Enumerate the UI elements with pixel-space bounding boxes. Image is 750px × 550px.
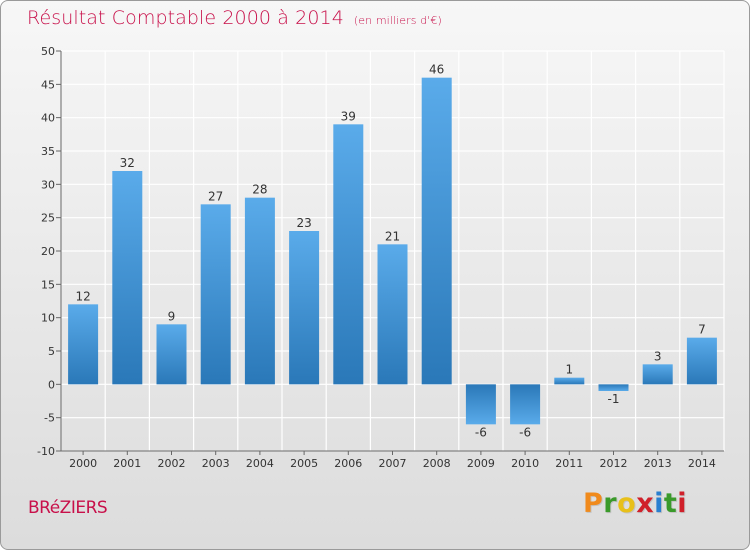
x-tick-label-2014: 2014 — [688, 457, 716, 470]
x-tick-label-2001: 2001 — [113, 457, 141, 470]
value-label-2005: 23 — [296, 216, 311, 230]
brand-letter: o — [617, 488, 637, 519]
chart-title: Résultat Comptable 2000 à 2014 (en millie… — [27, 7, 442, 29]
value-label-2007: 21 — [385, 229, 400, 243]
value-label-2014: 7 — [698, 323, 706, 337]
bar-2008 — [421, 77, 452, 385]
y-tick-label: 40 — [41, 112, 55, 125]
proxiti-logo: Proxiti — [583, 488, 687, 519]
brand-letter: x — [636, 488, 655, 519]
bar-2004 — [244, 197, 275, 385]
value-label-2009: -6 — [475, 425, 487, 439]
gridlines — [60, 50, 725, 452]
value-label-2013: 3 — [654, 349, 662, 363]
y-tick-label: 20 — [41, 245, 55, 258]
bar-2012 — [598, 384, 629, 391]
bar-2013 — [642, 364, 673, 385]
x-tick-label-2003: 2003 — [202, 457, 230, 470]
y-tick-label: -10 — [37, 445, 55, 458]
brand-letter: r — [603, 488, 618, 519]
x-tick-label-2000: 2000 — [69, 457, 97, 470]
value-label-2010: -6 — [519, 425, 531, 439]
bar-2002 — [156, 324, 187, 385]
y-tick-label: 10 — [41, 312, 55, 325]
value-label-2001: 32 — [120, 156, 135, 170]
brand-letter: t — [663, 488, 678, 519]
bar-2003 — [200, 204, 231, 385]
x-tick-label-2009: 2009 — [467, 457, 495, 470]
y-tick-label: 50 — [41, 45, 55, 58]
y-tick-label: 15 — [41, 278, 55, 291]
value-label-2006: 39 — [341, 109, 356, 123]
y-tick-label: -5 — [44, 412, 55, 425]
axes: -10 -5 0 5 10 15 20 25 30 35 40 45 50 2000 2001 2002 200… — [37, 45, 724, 470]
value-label-2011: 1 — [565, 363, 573, 377]
y-tick-label: 25 — [41, 212, 55, 225]
chart-subtitle: (en milliers d'€) — [353, 14, 442, 27]
value-labels: 12 32 9 27 28 23 39 21 46 -6 -6 1 -1 3 7 — [75, 63, 705, 440]
x-tick-label-2005: 2005 — [290, 457, 318, 470]
brand-letter: P — [583, 488, 604, 519]
bars — [68, 77, 717, 425]
x-tick-label-2007: 2007 — [379, 457, 407, 470]
x-tick-label-2013: 2013 — [644, 457, 672, 470]
brand-letter: i — [654, 488, 664, 519]
bar-2009 — [465, 384, 496, 425]
x-tick-label-2008: 2008 — [423, 457, 451, 470]
y-tick-label: 0 — [48, 378, 55, 391]
x-tick-label-2011: 2011 — [555, 457, 583, 470]
value-label-2003: 27 — [208, 189, 223, 203]
x-tick-label-2002: 2002 — [158, 457, 186, 470]
value-label-2000: 12 — [75, 289, 90, 303]
bar-2005 — [289, 231, 320, 385]
bar-2007 — [377, 244, 408, 385]
y-tick-label: 35 — [41, 145, 55, 158]
chart-title-text: Résultat Comptable 2000 à 2014 — [27, 7, 344, 29]
commune-name: BRéZIERS — [28, 498, 108, 518]
bar-2011 — [554, 377, 585, 385]
bar-2006 — [333, 124, 364, 385]
y-tick-label: 45 — [41, 78, 55, 91]
x-tick-label-2010: 2010 — [511, 457, 539, 470]
value-label-2012: -1 — [608, 392, 620, 406]
value-label-2008: 46 — [429, 63, 444, 77]
x-tick-label-2012: 2012 — [600, 457, 628, 470]
y-tick-label: 30 — [41, 178, 55, 191]
x-tick-label-2004: 2004 — [246, 457, 274, 470]
bar-2014 — [686, 337, 717, 385]
brand-letter: i — [677, 488, 688, 519]
x-tick-label-2006: 2006 — [334, 457, 362, 470]
value-label-2002: 9 — [168, 309, 176, 323]
y-tick-label: 5 — [48, 345, 55, 358]
value-label-2004: 28 — [252, 183, 267, 197]
bar-2001 — [112, 171, 143, 385]
bar-2000 — [68, 304, 99, 385]
bar-2010 — [510, 384, 541, 425]
